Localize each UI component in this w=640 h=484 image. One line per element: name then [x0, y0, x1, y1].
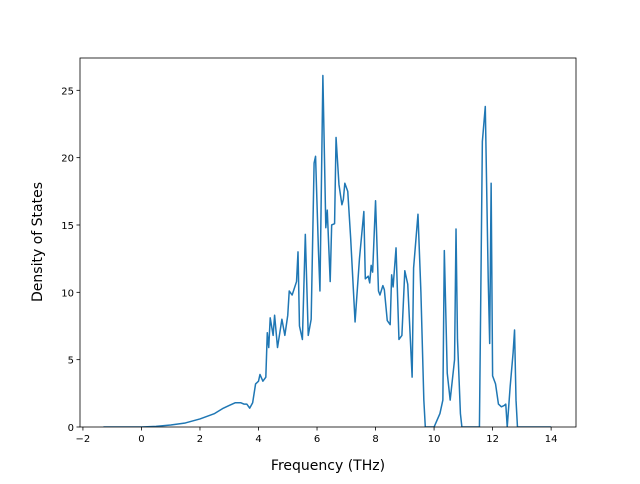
x-tick-label: 10 — [428, 434, 441, 445]
x-tick-label: 6 — [314, 434, 320, 445]
x-tick-label: 0 — [138, 434, 144, 445]
x-axis-label: Frequency (THz) — [271, 458, 385, 474]
y-axis-label: Density of States — [30, 182, 46, 302]
x-tick-label: −2 — [76, 434, 91, 445]
y-tick-label: 0 — [68, 423, 74, 434]
data-line — [103, 74, 552, 427]
y-tick-label: 25 — [61, 86, 74, 97]
x-tick-label: 14 — [545, 434, 558, 445]
y-tick-label: 10 — [61, 288, 74, 299]
y-tick-label: 15 — [61, 221, 74, 232]
y-tick-label: 5 — [68, 356, 74, 367]
plot-frame — [79, 57, 577, 428]
x-tick-label: 12 — [486, 434, 499, 445]
x-tick-label: 4 — [255, 434, 261, 445]
x-tick-label: 2 — [197, 434, 203, 445]
x-tick-label: 8 — [372, 434, 378, 445]
y-tick-label: 20 — [61, 154, 74, 165]
